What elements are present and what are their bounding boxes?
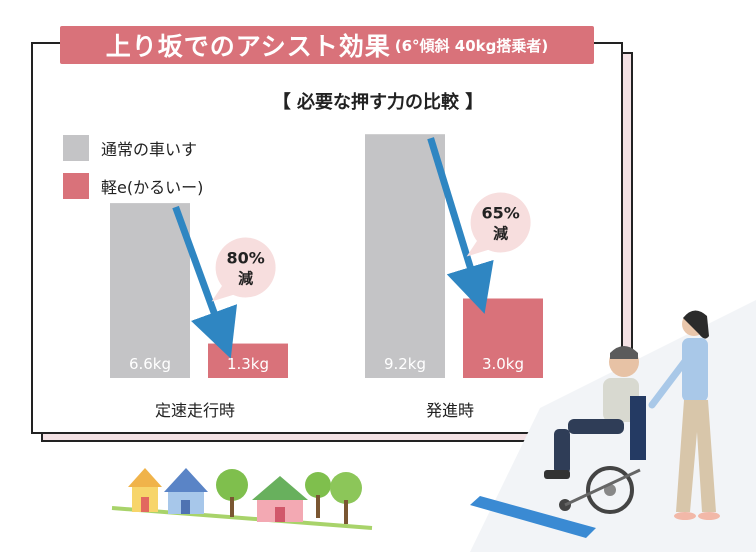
legend-item-standard: 通常の車いす xyxy=(63,135,197,161)
title-banner: 上り坂でのアシスト効果 (6°傾斜 40kg搭乗者) xyxy=(60,26,594,64)
legend-label-karui: 軽e(かるいー) xyxy=(101,178,204,197)
legend-label-standard: 通常の車いす xyxy=(101,140,198,159)
bar-label-standard-0: 6.6kg xyxy=(129,355,171,373)
category-label-start: 発進時 xyxy=(425,401,474,420)
reduction-bubble-0 xyxy=(215,237,276,298)
chart-heading: 【 必要な押す力の比較 】 xyxy=(272,92,484,113)
reduction-bubble-1 xyxy=(470,192,531,253)
bar-standard-1 xyxy=(365,134,445,378)
reduction-suffix-0: 減 xyxy=(238,270,253,288)
reduction-arrow-0 xyxy=(172,205,238,359)
page-subtitle: (6°傾斜 40kg搭乗者) xyxy=(394,36,549,55)
bar-label-karui-1: 3.0kg xyxy=(482,355,524,373)
bubble-tail-0 xyxy=(211,283,238,302)
bar-label-karui-0: 1.3kg xyxy=(227,355,269,373)
bar-standard-0 xyxy=(110,203,190,378)
bar-label-standard-1: 9.2kg xyxy=(384,355,426,373)
reduction-value-1: 65% xyxy=(481,204,519,223)
legend-item-karui: 軽e(かるいー) xyxy=(63,173,203,199)
bubble-tail-1 xyxy=(466,238,493,257)
reduction-arrow-1 xyxy=(427,137,494,314)
page-title: 上り坂でのアシスト効果 xyxy=(105,32,391,61)
legend-swatch-pink xyxy=(63,173,89,199)
legend-swatch-gray xyxy=(63,135,89,161)
reduction-suffix-1: 減 xyxy=(493,225,508,243)
reduction-value-0: 80% xyxy=(226,249,264,268)
category-label-cruise: 定速走行時 xyxy=(154,401,235,420)
